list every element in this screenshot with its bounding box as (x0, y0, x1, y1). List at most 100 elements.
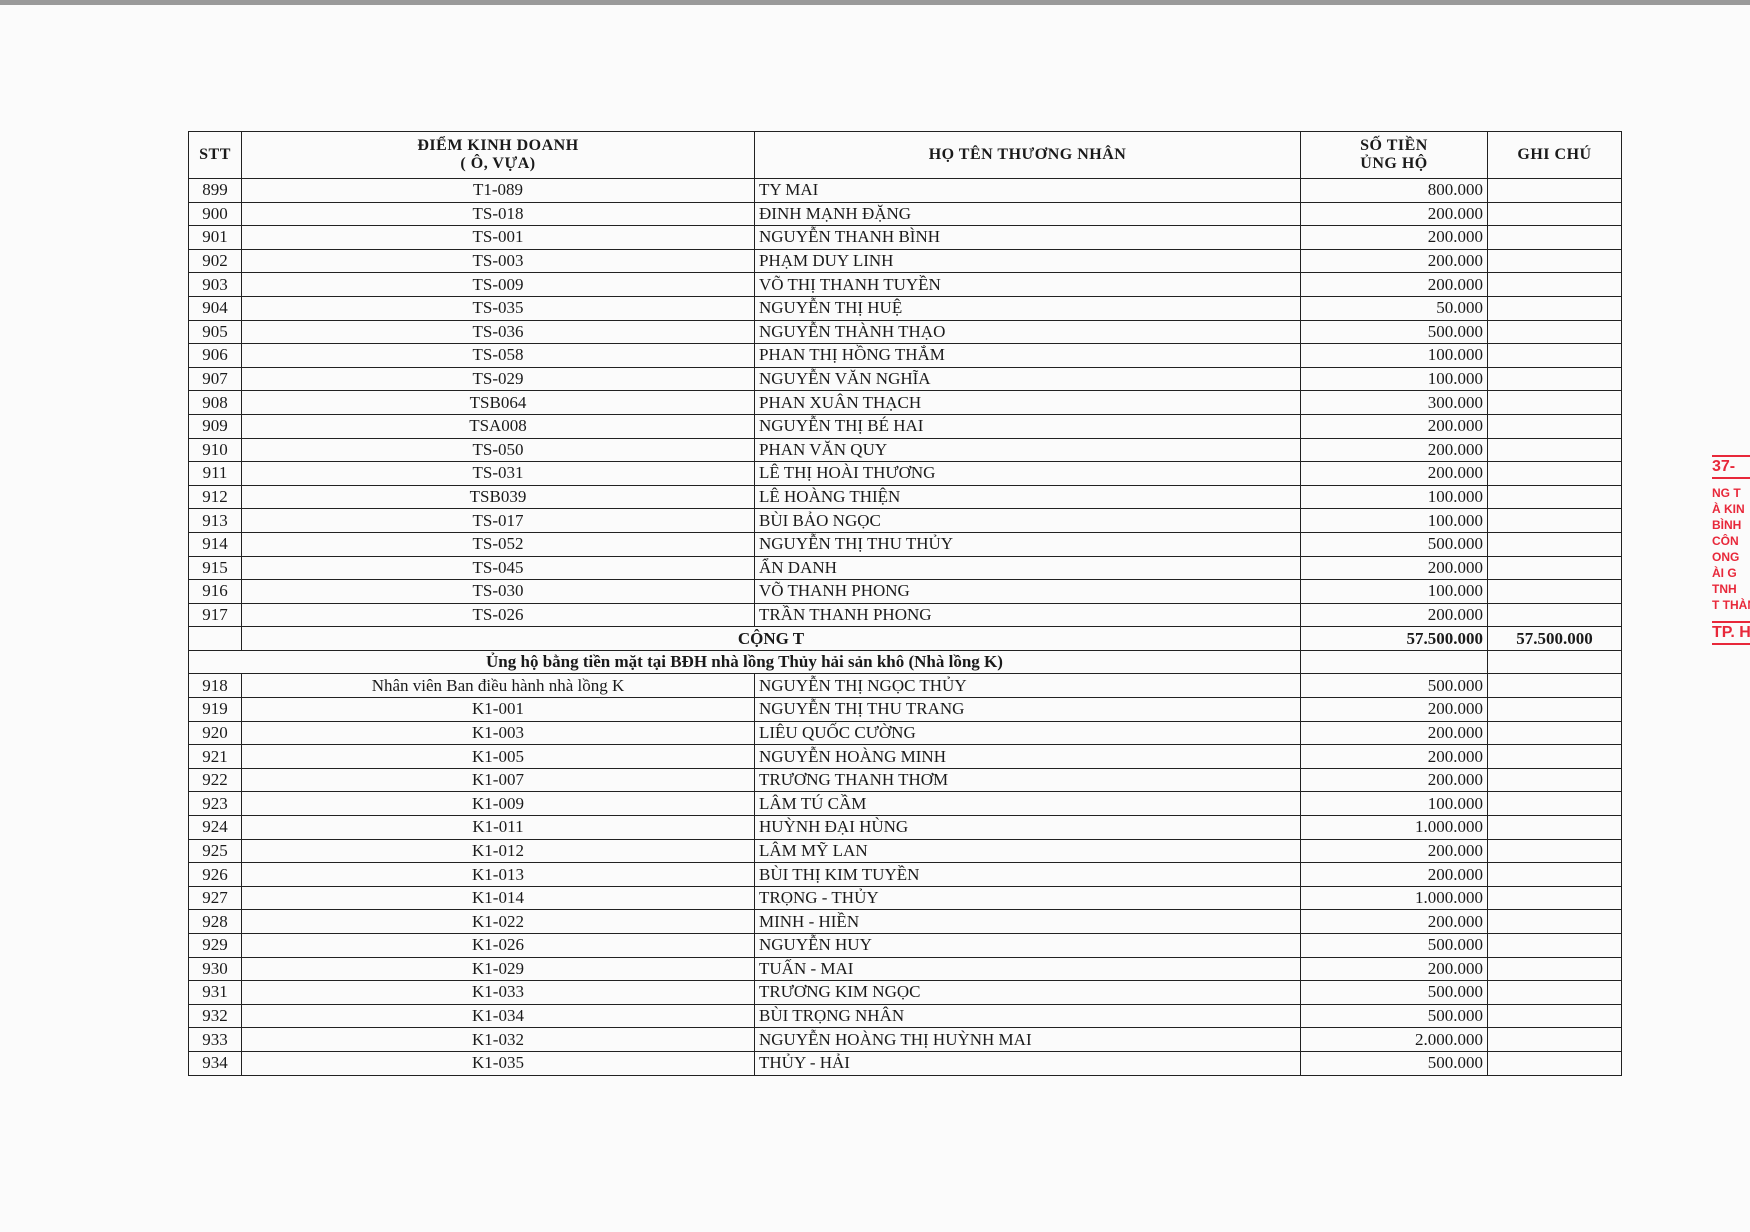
donation-table: STT ĐIỂM KINH DOANH( Ô, VỰA) HỌ TÊN THƯƠ… (188, 131, 1622, 1076)
row-stt: 928 (188, 909, 242, 934)
row-ho-ten: VÕ THANH PHONG (754, 579, 1301, 604)
row-so-tien: 500.000 (1300, 1050, 1488, 1076)
row-ho-ten: NGUYỄN VĂN NGHĨA (754, 366, 1301, 392)
row-ho-ten: THỦY - HẢI (754, 1050, 1301, 1076)
table-row: 907 TS-029 NGUYỄN VĂN NGHĨA 100.000 (188, 366, 1622, 392)
row-ghi-chu (1487, 413, 1622, 439)
section-title-row: Ủng hộ bằng tiền mặt tại BĐH nhà lồng Th… (188, 649, 1622, 675)
header-diem-line1: ĐIỂM KINH DOANH (417, 137, 579, 154)
stamp-text: ONG (1712, 550, 1740, 564)
row-diem-kinh-doanh: Nhân viên Ban điều hành nhà lồng K (241, 673, 755, 699)
table-row: 914 TS-052 NGUYỄN THỊ THU THỦY 500.000 (188, 531, 1622, 557)
row-ghi-chu (1487, 555, 1622, 581)
row-ghi-chu (1487, 815, 1622, 840)
row-diem-kinh-doanh: TSB064 (241, 390, 755, 415)
row-diem-kinh-doanh: K1-029 (241, 956, 755, 982)
header-diem-kinh-doanh: ĐIỂM KINH DOANH( Ô, VỰA) (241, 131, 755, 179)
row-diem-kinh-doanh: TS-026 (241, 602, 755, 628)
table-row: 926 K1-013 BÙI THỊ KIM TUYỀN 200.000 (188, 862, 1622, 887)
row-ghi-chu (1487, 225, 1622, 250)
table-row: 905 TS-036 NGUYỄN THÀNH THẠO 500.000 (188, 319, 1622, 345)
row-ghi-chu (1487, 390, 1622, 415)
table-row: 923 K1-009 LÂM TÚ CẦM 100.000 (188, 791, 1622, 817)
row-stt: 922 (188, 767, 242, 793)
table-row: 930 K1-029 TUẤN - MAI 200.000 (188, 956, 1622, 982)
row-ghi-chu (1487, 767, 1622, 793)
row-ghi-chu (1487, 272, 1622, 297)
row-stt: 912 (188, 484, 242, 510)
stamp-text: T THÀN (1712, 598, 1750, 612)
table-row: 928 K1-022 MINH - HIỀN 200.000 (188, 909, 1622, 934)
table-row: 921 K1-005 NGUYỄN HOÀNG MINH 200.000 (188, 744, 1622, 769)
row-diem-kinh-doanh: TS-017 (241, 508, 755, 533)
row-ghi-chu (1487, 909, 1622, 934)
row-ghi-chu (1487, 437, 1622, 463)
table-row: 934 K1-035 THỦY - HẢI 500.000 (188, 1050, 1622, 1076)
row-so-tien: 100.000 (1300, 343, 1488, 368)
row-ghi-chu (1487, 461, 1622, 486)
row-stt: 929 (188, 933, 242, 958)
row-so-tien: 100.000 (1300, 579, 1488, 604)
row-diem-kinh-doanh: TS-050 (241, 437, 755, 463)
table-row: 899 T1-089 TY MAI 800.000 (188, 178, 1622, 203)
total-empty-cell (188, 626, 242, 651)
row-diem-kinh-doanh: TS-018 (241, 201, 755, 227)
table-row: 911 TS-031 LÊ THỊ HOÀI THƯƠNG 200.000 (188, 461, 1622, 486)
row-ghi-chu (1487, 980, 1622, 1005)
row-ghi-chu (1487, 295, 1622, 321)
row-ghi-chu (1487, 673, 1622, 699)
row-so-tien: 500.000 (1300, 1003, 1488, 1029)
stamp-text: ÀI G (1712, 566, 1737, 580)
row-stt: 916 (188, 579, 242, 604)
table-row: 932 K1-034 BÙI TRỌNG NHÂN 500.000 (188, 1003, 1622, 1029)
row-diem-kinh-doanh: TS-009 (241, 272, 755, 297)
row-ghi-chu (1487, 531, 1622, 557)
row-so-tien: 200.000 (1300, 909, 1488, 934)
row-ho-ten: NGUYỄN HOÀNG THỊ HUỲNH MAI (754, 1027, 1301, 1052)
row-ho-ten: TY MAI (754, 178, 1301, 203)
row-diem-kinh-doanh: K1-012 (241, 838, 755, 864)
row-diem-kinh-doanh: TSA008 (241, 413, 755, 439)
table-row: 903 TS-009 VÕ THỊ THANH TUYỀN 200.000 (188, 272, 1622, 297)
header-ghi-chu: GHI CHÚ (1487, 131, 1622, 179)
row-ho-ten: NGUYỄN THỊ THU THỦY (754, 531, 1301, 557)
table-row: 927 K1-014 TRỌNG - THỦY 1.000.000 (188, 885, 1622, 911)
row-diem-kinh-doanh: TS-036 (241, 319, 755, 345)
row-stt: 901 (188, 225, 242, 250)
row-ho-ten: MINH - HIỀN (754, 909, 1301, 934)
row-stt: 927 (188, 885, 242, 911)
row-stt: 923 (188, 791, 242, 817)
row-ho-ten: PHAN VĂN QUY (754, 437, 1301, 463)
row-so-tien: 200.000 (1300, 201, 1488, 227)
row-diem-kinh-doanh: K1-034 (241, 1003, 755, 1029)
row-so-tien: 100.000 (1300, 366, 1488, 392)
stamp-text: TNH (1712, 582, 1737, 596)
row-stt: 920 (188, 720, 242, 746)
row-diem-kinh-doanh: K1-014 (241, 885, 755, 911)
row-ho-ten: TRỌNG - THỦY (754, 885, 1301, 911)
row-so-tien: 200.000 (1300, 602, 1488, 628)
row-stt: 908 (188, 390, 242, 415)
row-stt: 913 (188, 508, 242, 533)
row-ho-ten: NGUYỄN THÀNH THẠO (754, 319, 1301, 345)
row-ghi-chu (1487, 508, 1622, 533)
row-stt: 904 (188, 295, 242, 321)
header-diem-line2: ( Ô, VỰA) (460, 155, 536, 172)
row-ho-ten: NGUYỄN HOÀNG MINH (754, 744, 1301, 769)
row-ho-ten: LÂM TÚ CẦM (754, 791, 1301, 817)
header-so-tien: SỐ TIỀN ỦNG HỘ (1300, 131, 1488, 179)
row-stt: 902 (188, 248, 242, 274)
row-so-tien: 1.000.000 (1300, 885, 1488, 911)
header-so-tien-line1: SỐ TIỀN (1360, 137, 1428, 154)
row-diem-kinh-doanh: TS-045 (241, 555, 755, 581)
row-diem-kinh-doanh: T1-089 (241, 178, 755, 203)
row-ho-ten: TRẦN THANH PHONG (754, 602, 1301, 628)
row-ho-ten: BÙI BẢO NGỌC (754, 508, 1301, 533)
row-ghi-chu (1487, 319, 1622, 345)
row-ho-ten: TRƯƠNG THANH THƠM (754, 767, 1301, 793)
stamp-text: BÌNH (1712, 518, 1742, 532)
table-row: 909 TSA008 NGUYỄN THỊ BÉ HAI 200.000 (188, 413, 1622, 439)
table-row: 920 K1-003 LIÊU QUỐC CƯỜNG 200.000 (188, 720, 1622, 746)
row-ho-ten: NGUYỄN THỊ NGỌC THỦY (754, 673, 1301, 699)
row-ghi-chu (1487, 838, 1622, 864)
